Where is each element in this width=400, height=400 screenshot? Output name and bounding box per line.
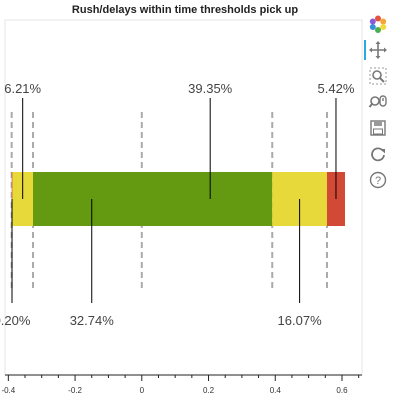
help-icon[interactable]: ? (368, 170, 388, 190)
x-tick-label-1: -0.2 (68, 386, 82, 395)
save-icon[interactable] (368, 118, 388, 138)
reset-icon[interactable] (368, 144, 388, 164)
bar-segment-2 (33, 172, 273, 226)
x-tick-label-5: 0.6 (336, 386, 348, 395)
x-tick-label-4: 0.4 (270, 386, 282, 395)
pan-icon[interactable] (364, 40, 388, 60)
x-tick-label-2: 0 (140, 386, 145, 395)
chart-title: Rush/delays within time thresholds pick … (72, 4, 298, 16)
bokeh-logo-icon[interactable] (368, 14, 388, 34)
x-tick-label-3: 0.2 (203, 386, 215, 395)
segment-label-0: 0.20% (0, 313, 31, 328)
svg-text:?: ? (375, 175, 381, 187)
wheel-zoom-icon[interactable] (368, 92, 388, 112)
segment-label-2: 32.74% (70, 313, 115, 328)
x-tick-label-0: -0.4 (1, 386, 15, 395)
value-label-0: 39.35% (188, 81, 233, 96)
box-zoom-icon[interactable] (368, 66, 388, 86)
segment-label-3: 16.07% (278, 313, 323, 328)
segment-label-4: 5.42% (318, 81, 355, 96)
toolbar: ? (364, 14, 394, 196)
segment-label-1: 6.21% (4, 81, 41, 96)
